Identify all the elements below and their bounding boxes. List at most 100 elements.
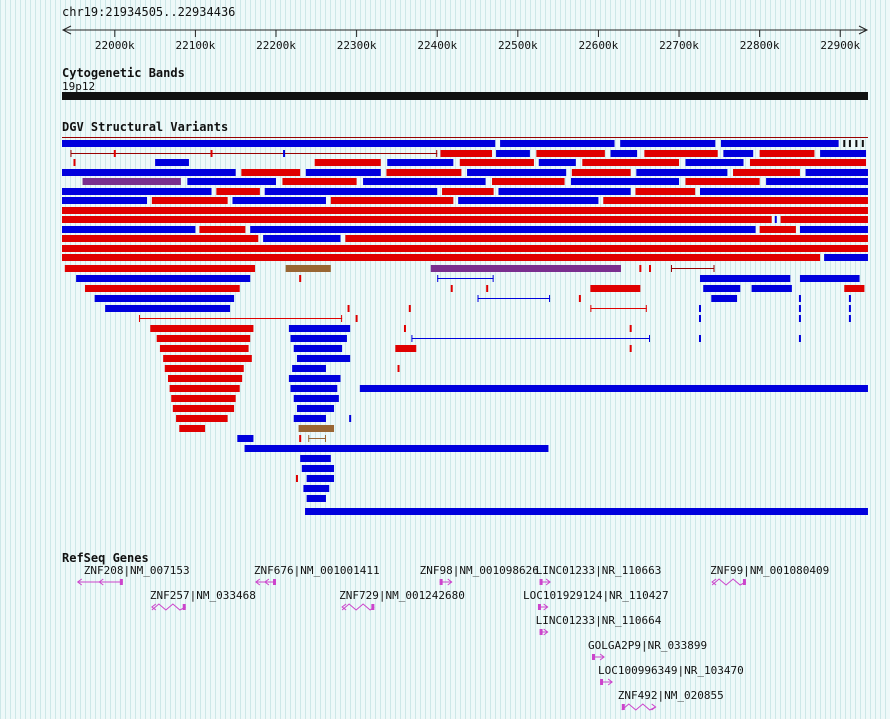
variant-bar[interactable] bbox=[61, 216, 772, 223]
variant-tick[interactable] bbox=[848, 140, 851, 147]
variant-bar[interactable] bbox=[492, 178, 565, 185]
variant-bar[interactable] bbox=[285, 265, 331, 272]
variant-tick[interactable] bbox=[283, 150, 286, 157]
variant-bar[interactable] bbox=[169, 385, 240, 392]
variant-bar[interactable] bbox=[620, 140, 716, 147]
variant-bar[interactable] bbox=[440, 150, 493, 157]
variant-bar[interactable] bbox=[94, 295, 235, 302]
variant-bar[interactable] bbox=[733, 169, 800, 176]
variant-bar[interactable] bbox=[151, 197, 228, 204]
gene-glyph[interactable] bbox=[591, 653, 605, 661]
gene-glyph[interactable] bbox=[439, 578, 453, 586]
variant-bar[interactable] bbox=[290, 335, 347, 342]
variant-bar[interactable] bbox=[61, 140, 496, 147]
variant-bar[interactable] bbox=[635, 188, 696, 195]
variant-bar[interactable] bbox=[430, 265, 621, 272]
variant-bar[interactable] bbox=[751, 285, 792, 292]
variant-bar[interactable] bbox=[199, 226, 246, 233]
variant-bar[interactable] bbox=[163, 355, 252, 362]
variant-bar[interactable] bbox=[293, 395, 339, 402]
variant-bar[interactable] bbox=[264, 188, 438, 195]
variant-bar[interactable] bbox=[723, 150, 754, 157]
variant-bar[interactable] bbox=[105, 305, 231, 312]
variant-span[interactable] bbox=[138, 318, 343, 319]
variant-bar[interactable] bbox=[636, 169, 728, 176]
variant-bar[interactable] bbox=[61, 254, 821, 261]
variant-bar[interactable] bbox=[711, 295, 738, 302]
variant-bar[interactable] bbox=[306, 475, 335, 482]
gene-glyph[interactable] bbox=[341, 603, 375, 611]
variant-bar[interactable] bbox=[359, 385, 868, 392]
gene-glyph[interactable] bbox=[537, 603, 549, 611]
variant-bar[interactable] bbox=[363, 178, 486, 185]
variant-bar[interactable] bbox=[61, 197, 148, 204]
variant-bar[interactable] bbox=[500, 140, 615, 147]
variant-bar[interactable] bbox=[187, 178, 277, 185]
variant-bar[interactable] bbox=[458, 197, 599, 204]
variant-bar[interactable] bbox=[571, 178, 680, 185]
variant-bar[interactable] bbox=[298, 425, 335, 432]
variant-bar[interactable] bbox=[306, 495, 326, 502]
variant-bar[interactable] bbox=[301, 465, 335, 472]
variant-bar[interactable] bbox=[263, 235, 341, 242]
variant-bar[interactable] bbox=[603, 197, 868, 204]
variant-bar[interactable] bbox=[282, 178, 357, 185]
variant-bar[interactable] bbox=[759, 226, 796, 233]
variant-tick[interactable] bbox=[210, 150, 213, 157]
variant-bar[interactable] bbox=[167, 375, 243, 382]
variant-bar[interactable] bbox=[216, 188, 260, 195]
variant-tick[interactable] bbox=[848, 305, 851, 312]
variant-tick[interactable] bbox=[486, 285, 489, 292]
variant-bar[interactable] bbox=[571, 169, 631, 176]
gene-glyph[interactable] bbox=[621, 703, 657, 711]
variant-tick[interactable] bbox=[629, 325, 632, 332]
variant-tick[interactable] bbox=[408, 305, 411, 312]
variant-bar[interactable] bbox=[536, 150, 605, 157]
variant-tick[interactable] bbox=[649, 265, 652, 272]
variant-tick[interactable] bbox=[698, 335, 701, 342]
variant-tick[interactable] bbox=[295, 475, 298, 482]
variant-tick[interactable] bbox=[698, 315, 701, 322]
variant-bar[interactable] bbox=[345, 235, 868, 242]
variant-bar[interactable] bbox=[159, 345, 249, 352]
variant-bar[interactable] bbox=[288, 325, 351, 332]
variant-bar[interactable] bbox=[241, 169, 301, 176]
variant-bar[interactable] bbox=[685, 178, 760, 185]
variant-span[interactable] bbox=[70, 153, 438, 154]
variant-bar[interactable] bbox=[799, 226, 868, 233]
variant-bar[interactable] bbox=[386, 169, 462, 176]
variant-tick[interactable] bbox=[855, 140, 858, 147]
variant-bar[interactable] bbox=[496, 150, 530, 157]
variant-bar[interactable] bbox=[590, 285, 641, 292]
variant-tick[interactable] bbox=[774, 216, 777, 223]
variant-bar[interactable] bbox=[250, 226, 756, 233]
variant-bar[interactable] bbox=[467, 169, 567, 176]
variant-bar[interactable] bbox=[293, 415, 326, 422]
variant-bar[interactable] bbox=[61, 235, 259, 242]
variant-bar[interactable] bbox=[820, 150, 867, 157]
variant-bar[interactable] bbox=[171, 395, 236, 402]
variant-bar[interactable] bbox=[644, 150, 718, 157]
variant-bar[interactable] bbox=[61, 226, 196, 233]
variant-bar[interactable] bbox=[844, 285, 865, 292]
variant-bar[interactable] bbox=[699, 188, 868, 195]
variant-bar[interactable] bbox=[244, 445, 549, 452]
variant-bar[interactable] bbox=[179, 425, 206, 432]
variant-bar[interactable] bbox=[82, 178, 181, 185]
gene-glyph[interactable] bbox=[539, 628, 549, 636]
gene-glyph[interactable] bbox=[76, 578, 123, 586]
variant-bar[interactable] bbox=[824, 254, 868, 261]
variant-bar[interactable] bbox=[780, 216, 868, 223]
variant-bar[interactable] bbox=[164, 365, 244, 372]
variant-span[interactable] bbox=[590, 308, 647, 309]
variant-bar[interactable] bbox=[300, 455, 331, 462]
variant-tick[interactable] bbox=[798, 305, 801, 312]
variant-tick[interactable] bbox=[355, 315, 358, 322]
gene-glyph[interactable] bbox=[711, 578, 747, 586]
gene-glyph[interactable] bbox=[600, 678, 613, 686]
variant-tick[interactable] bbox=[639, 265, 642, 272]
variant-bar[interactable] bbox=[237, 435, 254, 442]
variant-bar[interactable] bbox=[749, 159, 867, 166]
gene-glyph[interactable] bbox=[255, 578, 277, 586]
variant-bar[interactable] bbox=[61, 207, 868, 214]
